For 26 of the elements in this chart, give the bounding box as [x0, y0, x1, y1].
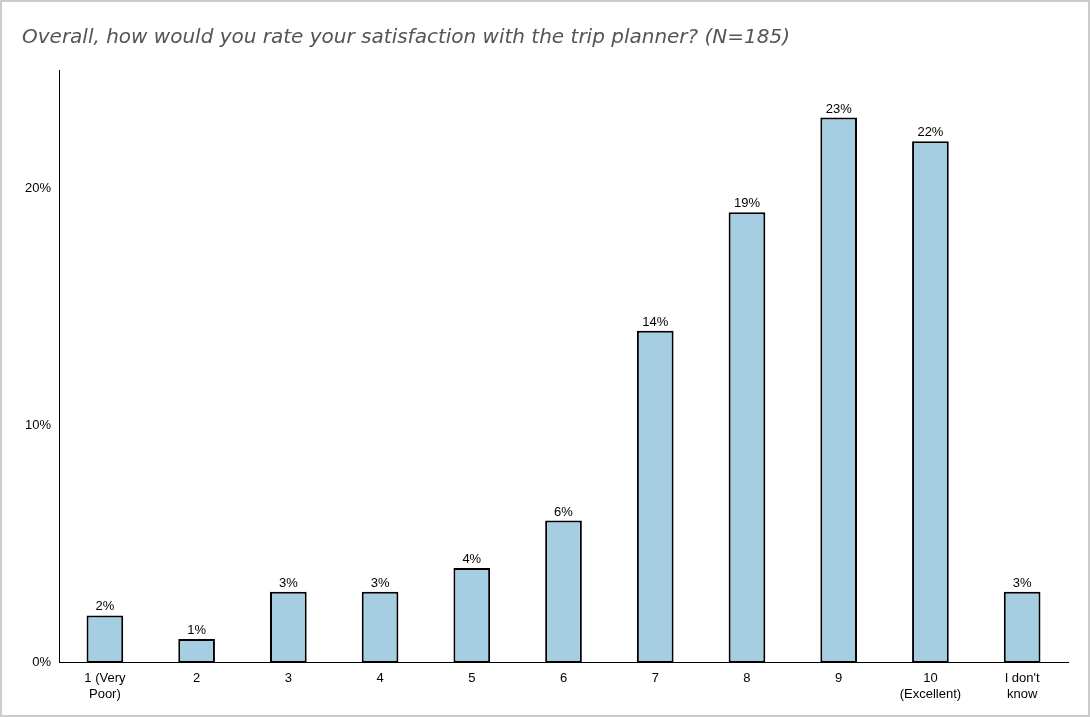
data-label: 3%	[1012, 574, 1032, 590]
data-label: 19%	[733, 195, 761, 211]
x-tick-label: 6	[559, 670, 568, 686]
x-tick-label: 4	[376, 670, 384, 686]
data-label: 22%	[917, 124, 944, 140]
data-label: 14%	[642, 313, 669, 329]
data-label: 1%	[187, 622, 207, 638]
data-label: 4%	[462, 551, 482, 567]
x-tick-label: 8	[743, 670, 751, 686]
data-label: 3%	[278, 574, 299, 590]
y-tick-label: 20%	[24, 180, 52, 196]
x-tick-label: 2	[192, 670, 201, 686]
data-label: 2%	[95, 598, 115, 614]
y-tick-label: 0%	[32, 654, 52, 670]
chart-title: Overall, how would you rate your satisfaction with the trip planner? (N=185)	[22, 24, 791, 49]
x-tick-label: 7	[651, 670, 659, 686]
y-tick-label: 10%	[24, 417, 52, 433]
data-label: 23%	[825, 100, 853, 116]
x-tick-label: I don't know	[1004, 670, 1041, 701]
x-tick-label: 10 (Excellent)	[899, 670, 962, 701]
data-label: 3%	[370, 574, 390, 590]
x-tick-label: 9	[835, 670, 843, 686]
data-label: 6%	[554, 503, 574, 519]
x-tick-label: 3	[284, 670, 292, 686]
x-tick-label: 1 (Very Poor)	[84, 670, 126, 701]
x-tick-label: 5	[468, 670, 476, 686]
